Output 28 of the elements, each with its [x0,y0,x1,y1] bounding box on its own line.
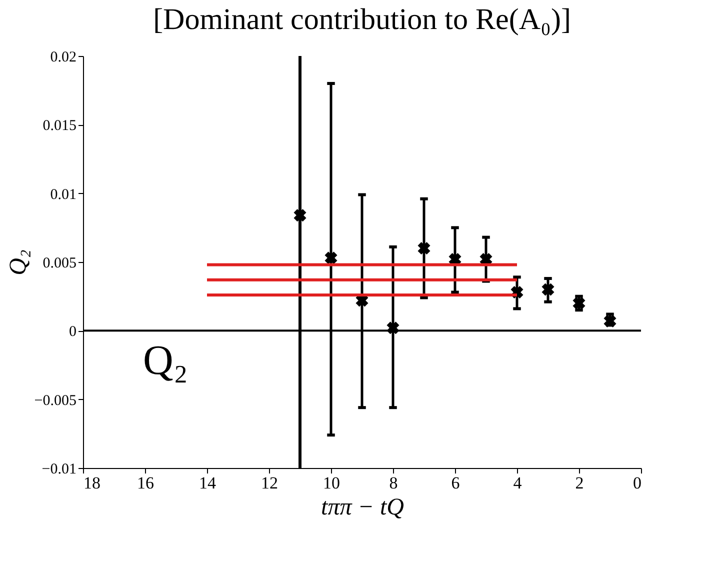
x-tick-label: 2 [575,474,584,492]
x-tick-label: 16 [137,474,154,492]
x-tick-label: 14 [199,474,216,492]
x-tick-label: 0 [633,474,642,492]
chart-title: [Dominant contribution to Re(A₀)] [153,3,571,36]
point [386,322,400,334]
x-axis-title: tππ − tQ [321,494,404,520]
y-tick-label: −0.01 [42,462,76,478]
point [294,209,306,222]
point [542,283,554,296]
x-tick-label: 4 [513,474,522,492]
y-tick-label: −0.005 [34,392,76,409]
x-tick-label: 6 [451,474,460,492]
point [604,314,616,328]
point [418,242,430,255]
y-axis-title: Q₂ [5,250,32,276]
y-tick-label: 0.01 [50,186,76,203]
point [572,296,586,310]
y-tick-label: 0 [69,324,76,340]
annotation: Q₂ [143,338,188,384]
y-tick-label: 0.005 [42,256,76,272]
x-tick-label: 8 [389,474,398,492]
y-tick-label: 0.02 [50,50,76,66]
point [324,252,338,264]
x-tick-label: 10 [323,474,340,492]
y-tick-label: 0.015 [42,118,76,134]
x-tick-label: 18 [84,474,100,492]
x-tick-label: 12 [261,474,278,492]
